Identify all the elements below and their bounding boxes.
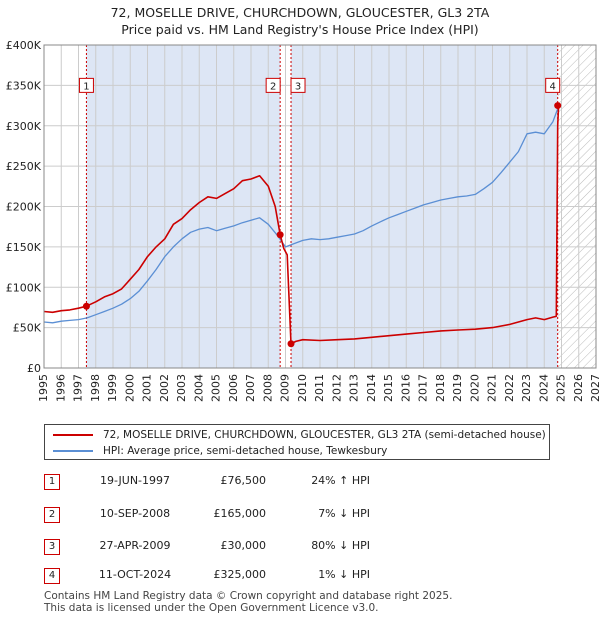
plot-border [43,44,597,369]
footer-line-2: This data is licensed under the Open Gov… [44,602,379,614]
chart-title: 72, MOSELLE DRIVE, CHURCHDOWN, GLOUCESTE… [0,4,600,38]
transaction-hpi-diff: 7% ↓ HPI [318,507,370,520]
transaction-hpi-diff: 1% ↓ HPI [318,568,370,581]
x-tick-label: 1999 [106,374,119,402]
x-tick-label: 2014 [365,374,378,402]
sale-label-box [290,77,306,93]
transaction-date: 11-OCT-2024 [98,568,172,581]
y-tick-label: £50K [13,322,42,335]
sale-label: 2 [270,81,276,92]
sale-label: 4 [550,81,556,92]
sale-label-box [265,77,281,93]
x-tick-label: 1996 [54,374,67,402]
legend-item-hpi: HPI: Average price, semi-detached house,… [53,443,387,459]
sale-point [287,340,295,348]
property-price-line [43,105,560,345]
x-tick-label: 2013 [348,374,361,402]
y-tick-label: £0 [27,362,41,375]
transaction-hpi-diff: 80% ↓ HPI [311,539,370,552]
x-tick-label: 2020 [468,374,481,402]
x-tick-label: 2012 [330,374,343,402]
footer: Contains HM Land Registry data © Crown c… [44,590,452,614]
x-tick-label: 2002 [158,374,171,402]
x-tick-label: 2021 [486,374,499,402]
x-tick-label: 1997 [72,374,85,402]
y-tick-label: £250K [6,160,42,173]
y-tick-label: £150K [6,241,42,254]
x-tick-label: 2010 [296,374,309,402]
x-tick-label: 2018 [434,374,447,402]
price-chart: £0 £50K £100K £150K £200K £250K £300K £350K £400… [6,39,600,402]
transaction-number-badge: 2 [44,507,60,523]
transaction-number-badge: 3 [44,539,60,555]
transaction-price: £325,000 [213,568,267,581]
legend: 72, MOSELLE DRIVE, CHURCHDOWN, GLOUCESTE… [44,424,550,460]
transaction-price: £76,500 [220,474,267,487]
x-tick-label: 2004 [192,374,205,402]
x-tick-label: 2024 [537,374,550,402]
x-tick-label: 2001 [141,374,154,402]
transaction-price: £30,000 [220,539,267,552]
x-tick-label: 2003 [175,374,188,402]
hpi-line [43,107,559,324]
x-tick-label: 2019 [451,374,464,402]
x-tick-label: 2015 [382,374,395,402]
x-tick-label: 1995 [37,374,50,402]
legend-swatch-property [53,434,93,436]
legend-item-property: 72, MOSELLE DRIVE, CHURCHDOWN, GLOUCESTE… [53,427,546,443]
sale-label-box [545,77,561,93]
sale-point [554,102,562,110]
legend-swatch-hpi [53,450,93,452]
title-line-1: 72, MOSELLE DRIVE, CHURCHDOWN, GLOUCESTE… [110,5,490,20]
transaction-date: 27-APR-2009 [99,539,171,552]
x-tick-label: 2025 [555,374,568,402]
sale-point [82,302,90,310]
transaction-date: 19-JUN-1997 [99,474,171,487]
sale-label: 1 [83,81,89,92]
y-tick-label: £300K [6,120,42,133]
transaction-price: £165,000 [213,507,267,520]
transaction-number-badge: 4 [44,568,60,584]
y-tick-label: £100K [6,281,42,294]
x-tick-label: 2027 [589,374,600,402]
x-tick-label: 2005 [210,374,223,402]
sale-label-box [78,77,94,93]
y-tick-label: £350K [6,79,42,92]
y-tick-label: £400K [6,39,42,52]
transaction-number-badge: 1 [44,474,60,490]
sale-point [276,231,284,239]
title-line-2: Price paid vs. HM Land Registry's House … [121,22,479,37]
legend-label-property: 72, MOSELLE DRIVE, CHURCHDOWN, GLOUCESTE… [103,429,546,441]
x-tick-label: 2022 [503,374,516,402]
x-tick-label: 2007 [244,374,257,402]
y-tick-label: £200K [6,201,42,214]
x-tick-label: 2023 [520,374,533,402]
x-tick-label: 2017 [417,374,430,402]
transaction-date: 10-SEP-2008 [99,507,171,520]
sale-label: 3 [295,81,301,92]
footer-line-1: Contains HM Land Registry data © Crown c… [44,590,453,602]
x-tick-label: 2011 [313,374,326,402]
x-tick-label: 2009 [279,374,292,402]
x-tick-label: 2000 [123,374,136,402]
transaction-hpi-diff: 24% ↑ HPI [311,474,370,487]
x-tick-label: 2026 [572,374,585,402]
x-tick-label: 1998 [89,374,102,402]
legend-label-hpi: HPI: Average price, semi-detached house,… [103,445,388,457]
x-tick-label: 2008 [261,374,274,402]
x-tick-label: 2016 [399,374,412,402]
x-tick-label: 2006 [227,374,240,402]
